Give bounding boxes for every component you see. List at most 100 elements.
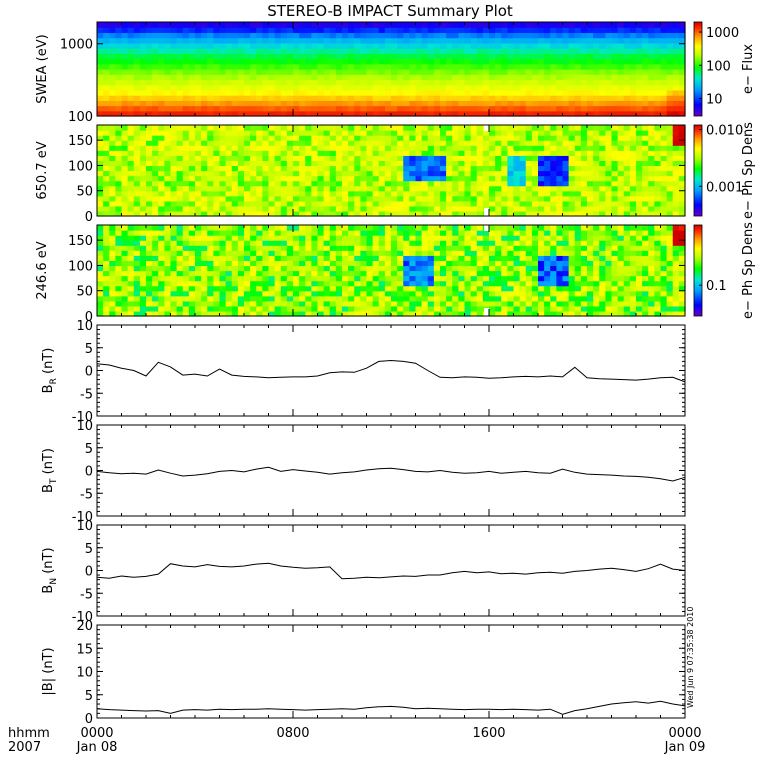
heatmap-cell [103, 42, 110, 49]
heatmap-cell [446, 265, 453, 272]
heatmap-cell [495, 32, 502, 39]
heatmap-cell [121, 58, 129, 65]
heatmap-cell [433, 195, 441, 202]
heatmap-cell [427, 150, 435, 156]
heatmap-cell [556, 185, 564, 192]
heatmap-cell [133, 79, 141, 86]
heatmap-cell [623, 185, 631, 192]
heatmap-cell [403, 100, 410, 107]
heatmap-cell [329, 155, 337, 161]
heatmap-cell [458, 290, 466, 297]
heatmap-cell [311, 240, 319, 246]
heatmap-cell [213, 275, 221, 282]
heatmap-cell [531, 230, 539, 236]
heatmap-cell [495, 205, 502, 212]
heatmap-cell [109, 155, 116, 161]
heatmap-cell [311, 37, 319, 44]
heatmap-cell [458, 235, 466, 241]
heatmap-cell [262, 100, 270, 107]
heatmap-cell [384, 160, 392, 167]
heatmap-cell [482, 79, 490, 86]
heatmap-cell [452, 170, 459, 177]
heatmap-cell [660, 210, 668, 217]
heatmap-cell [280, 100, 288, 107]
heatmap-cell [384, 32, 392, 39]
heatmap-cell [538, 195, 545, 202]
heatmap-cell [335, 37, 343, 44]
heatmap-cell [127, 175, 135, 182]
heatmap-cell [268, 63, 276, 70]
heatmap-cell [225, 79, 233, 86]
heatmap-cell [513, 150, 521, 156]
heatmap-cell [195, 250, 202, 256]
heatmap-cell [372, 150, 380, 156]
heatmap-cell [305, 275, 312, 282]
heatmap-cell [378, 95, 386, 101]
heatmap-cell [525, 230, 533, 236]
heatmap-cell [403, 205, 410, 212]
heatmap-cell [323, 155, 331, 161]
heatmap-cell [237, 155, 245, 161]
heatmap-cell [531, 185, 539, 192]
heatmap-cell [403, 150, 410, 156]
heatmap-cell [354, 89, 361, 96]
heatmap-cell [391, 155, 398, 161]
heatmap-cell [360, 180, 368, 187]
heatmap-cell [629, 140, 637, 146]
heatmap-cell [109, 95, 116, 101]
heatmap-cell [219, 95, 227, 101]
heatmap-cell [501, 190, 508, 197]
heatmap-cell [342, 170, 349, 177]
heatmap-cell [201, 160, 208, 167]
heatmap-cell [489, 84, 496, 91]
heatmap-cell [458, 79, 466, 86]
heatmap-cell [525, 32, 533, 39]
heatmap-cell [538, 185, 545, 192]
heatmap-cell [623, 190, 631, 197]
heatmap-cell [501, 145, 508, 151]
heatmap-cell [103, 74, 110, 81]
heatmap-cell [127, 74, 135, 81]
heatmap-cell [574, 130, 582, 136]
heatmap-cell [133, 240, 141, 246]
heatmap-cell [317, 58, 325, 65]
heatmap-cell [115, 79, 123, 86]
heatmap-cell [501, 170, 508, 177]
heatmap-cell [335, 140, 343, 146]
heatmap-cell [182, 140, 190, 146]
heatmap-cell [593, 160, 600, 167]
heatmap-cell [158, 210, 165, 217]
heatmap-cell [293, 285, 300, 292]
heatmap-cell [188, 205, 196, 212]
heatmap-cell [489, 150, 496, 156]
heatmap-cell [237, 235, 245, 241]
heatmap-cell [617, 125, 625, 131]
heatmap-cell [666, 79, 674, 86]
heatmap-cell [623, 84, 631, 91]
heatmap-cell [103, 180, 110, 187]
heatmap-cell [127, 58, 135, 65]
heatmap-cell [225, 240, 233, 246]
heatmap-cell [256, 110, 263, 117]
heatmap-cell [311, 160, 319, 167]
heatmap-cell [391, 110, 398, 117]
heatmap-cell [403, 37, 410, 44]
heatmap-cell [464, 42, 472, 49]
heatmap-cell [605, 48, 613, 54]
heatmap-cell [335, 125, 343, 131]
heatmap-cell [507, 32, 515, 39]
heatmap-cell [121, 150, 129, 156]
heatmap-cell [446, 135, 453, 141]
heatmap-cell [121, 275, 129, 282]
heatmap-cell [97, 230, 104, 236]
heatmap-cell [574, 135, 582, 141]
heatmap-cell [617, 48, 625, 54]
heatmap-cell [384, 295, 392, 302]
heatmap-cell [182, 285, 190, 292]
heatmap-cell [366, 84, 374, 91]
heatmap-cell [501, 79, 508, 86]
heatmap-cell [354, 125, 361, 131]
heatmap-cell [360, 63, 368, 70]
heatmap-cell [250, 230, 257, 236]
heatmap-cell [538, 79, 545, 86]
